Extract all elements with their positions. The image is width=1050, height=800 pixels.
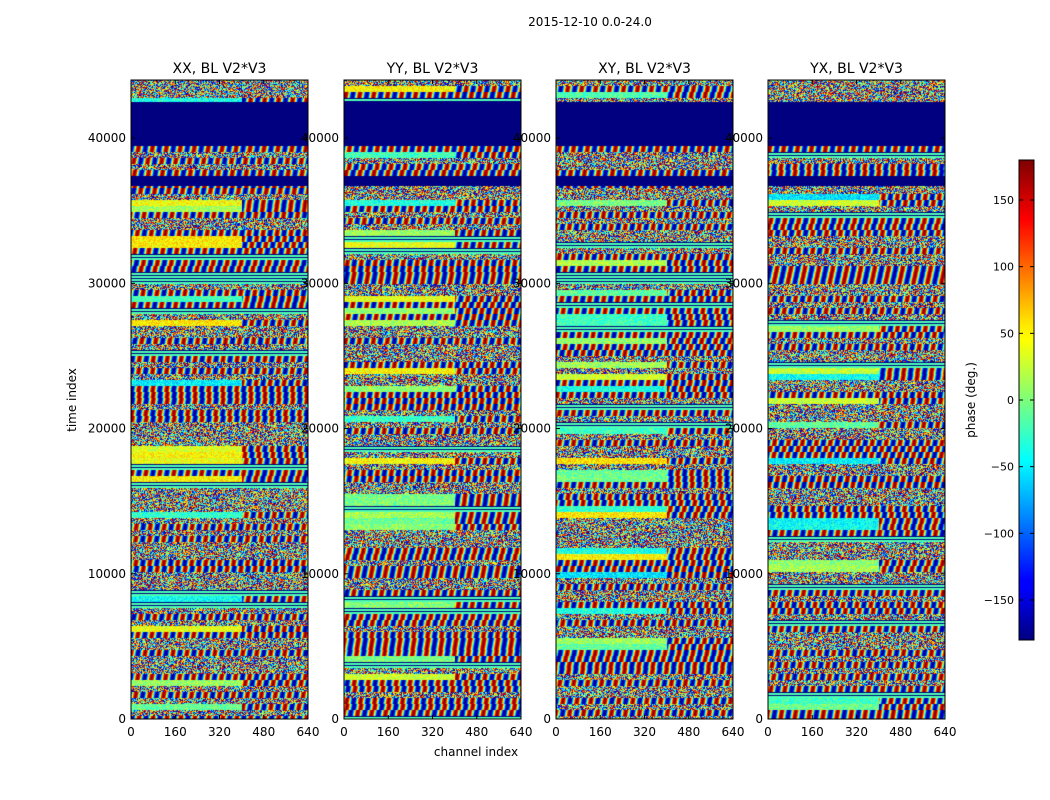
y-axis-label: time index xyxy=(65,368,79,432)
y-tick-label: 10000 xyxy=(301,567,339,581)
y-tick-label: 30000 xyxy=(88,276,126,290)
panel-title: XY, BL V2*V3 xyxy=(598,61,691,77)
y-tick-label: 30000 xyxy=(513,276,551,290)
y-tick-label: 0 xyxy=(755,712,763,726)
x-tick-label: 320 xyxy=(208,725,231,739)
phase-heatmap xyxy=(131,80,308,719)
colorbar-tick-label: −150 xyxy=(984,594,1014,607)
x-tick-label: 160 xyxy=(801,725,824,739)
y-tick-label: 40000 xyxy=(301,131,339,145)
x-tick-label: 480 xyxy=(677,725,700,739)
panel-yx: YX, BL V2*V3 0 160 320 480 640 0 10000 20000 3000… xyxy=(725,61,957,739)
phase-heatmap xyxy=(768,80,945,719)
y-tick-label: 20000 xyxy=(513,422,551,436)
panel-yy: YY, BL V2*V3 0 160 320 480 640 0 10000 20000 3000… xyxy=(301,61,533,739)
y-tick-label: 40000 xyxy=(725,131,763,145)
x-tick-label: 640 xyxy=(934,725,957,739)
panel-title: YY, BL V2*V3 xyxy=(386,61,479,77)
x-tick-label: 640 xyxy=(297,725,320,739)
y-tick-label: 0 xyxy=(543,712,551,726)
figure-suptitle: 2015-12-10 0.0-24.0 xyxy=(528,15,652,29)
colorbar: −150 −100 −50 0 50 100 150 phase (deg.) xyxy=(964,159,1035,641)
x-axis-label: channel index xyxy=(434,745,518,759)
x-tick-label: 640 xyxy=(722,725,745,739)
x-tick-label: 320 xyxy=(421,725,444,739)
colorbar-tick-label: 50 xyxy=(1000,327,1014,340)
colorbar-tick-label: 150 xyxy=(993,194,1014,207)
x-tick-label: 160 xyxy=(589,725,612,739)
y-tick-label: 10000 xyxy=(725,567,763,581)
colorbar-tick-label: −50 xyxy=(991,461,1014,474)
x-tick-label: 480 xyxy=(465,725,488,739)
panel-title: YX, BL V2*V3 xyxy=(809,61,903,77)
y-tick-label: 10000 xyxy=(88,567,126,581)
y-tick-label: 0 xyxy=(331,712,339,726)
y-tick-label: 40000 xyxy=(88,131,126,145)
y-tick-label: 30000 xyxy=(301,276,339,290)
panels: XX, BL V2*V3 0 160 320 480 640 0 10000 20000 3000… xyxy=(88,61,957,739)
y-tick-label: 30000 xyxy=(725,276,763,290)
y-tick-label: 10000 xyxy=(513,567,551,581)
y-tick-label: 40000 xyxy=(513,131,551,145)
colorbar-tick-label: −100 xyxy=(984,527,1014,540)
x-tick-label: 0 xyxy=(340,725,348,739)
y-tick-label: 20000 xyxy=(88,422,126,436)
x-tick-label: 640 xyxy=(510,725,533,739)
colorbar-ticks: −150 −100 −50 0 50 100 150 xyxy=(984,194,1034,607)
x-tick-label: 0 xyxy=(127,725,135,739)
x-tick-label: 0 xyxy=(764,725,772,739)
panel-xx: XX, BL V2*V3 0 160 320 480 640 0 10000 20000 3000… xyxy=(88,61,320,739)
x-tick-label: 480 xyxy=(252,725,275,739)
x-tick-label: 320 xyxy=(845,725,868,739)
x-tick-label: 160 xyxy=(377,725,400,739)
x-tick-label: 160 xyxy=(164,725,187,739)
panel-title: XX, BL V2*V3 xyxy=(173,61,267,77)
y-tick-label: 0 xyxy=(118,712,126,726)
phase-heatmap xyxy=(556,80,733,719)
x-tick-label: 0 xyxy=(552,725,560,739)
y-tick-label: 20000 xyxy=(301,422,339,436)
colorbar-tick-label: 0 xyxy=(1007,394,1014,407)
colorbar-label: phase (deg.) xyxy=(964,362,978,438)
x-tick-label: 480 xyxy=(889,725,912,739)
colorbar-tick-label: 100 xyxy=(993,261,1014,274)
y-tick-label: 20000 xyxy=(725,422,763,436)
x-tick-label: 320 xyxy=(633,725,656,739)
phase-heatmap xyxy=(344,80,521,719)
panel-xy: XY, BL V2*V3 0 160 320 480 640 0 10000 20000 3000… xyxy=(513,61,745,739)
